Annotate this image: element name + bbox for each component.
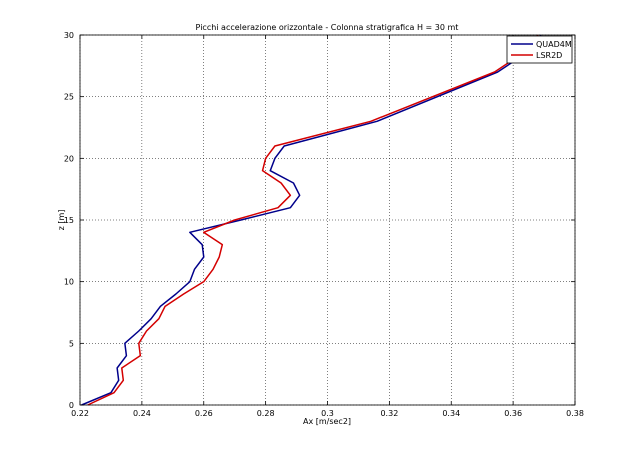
ticks: 0.22 0.24 0.26 0.28 0.3 0.32 0.34 0.36 0.38 0 5 10 1… (64, 31, 584, 418)
x-tick-label: 0.24 (133, 409, 151, 418)
y-tick-label: 0 (69, 401, 74, 410)
x-tick-label: 0.38 (566, 409, 584, 418)
y-tick-label: 20 (64, 154, 74, 163)
legend-box (506, 35, 573, 64)
x-axis-title: Ax [m/sec2] (303, 417, 351, 426)
y-tick-label: 15 (64, 216, 74, 225)
legend-label-quad4m: QUAD4M (536, 40, 572, 49)
y-tick-label: 5 (69, 339, 74, 348)
y-tick-label: 10 (64, 278, 74, 287)
legend: QUAD4M LSR2D (506, 35, 573, 64)
y-axis-title: z [m] (57, 210, 66, 231)
chart-title: Picchi accelerazione orizzontale - Colon… (196, 23, 459, 32)
y-tick-label: 25 (64, 93, 74, 102)
x-tick-label: 0.36 (504, 409, 522, 418)
x-tick-label: 0.32 (380, 409, 398, 418)
x-tick-label: 0.26 (195, 409, 213, 418)
legend-label-lsr2d: LSR2D (536, 51, 562, 60)
series-line-lsr2d (87, 34, 539, 406)
series-line-quad4m (81, 34, 542, 406)
x-tick-label: 0.3 (321, 409, 334, 418)
y-tick-label: 30 (64, 31, 74, 40)
x-tick-label: 0.28 (257, 409, 275, 418)
series-layer (81, 34, 542, 406)
plot-background (80, 35, 575, 405)
x-tick-label: 0.34 (442, 409, 460, 418)
x-tick-label: 0.22 (71, 409, 89, 418)
